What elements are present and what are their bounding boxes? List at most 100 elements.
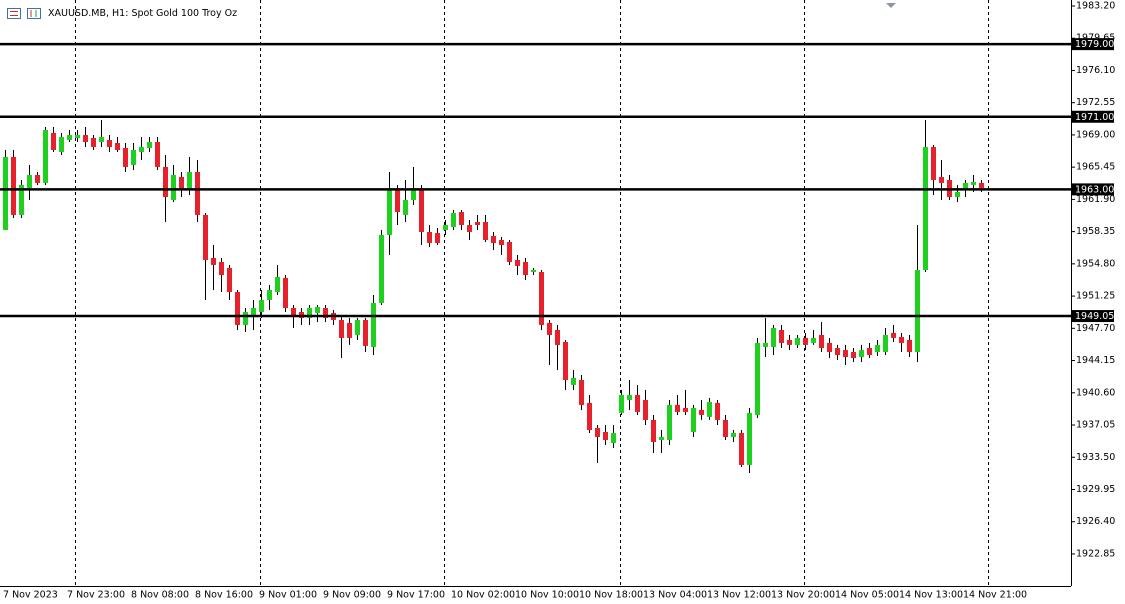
candle-body [707,401,712,417]
candle-body [131,149,136,165]
candle-body [923,146,928,271]
candle-body [203,215,208,260]
candle-body [283,278,288,308]
candle-body [315,306,320,313]
candle-body [795,337,800,345]
candle-body [483,221,488,240]
candle-body [459,212,464,225]
y-tick-label: 1983.20 [1076,0,1115,11]
candle-body [211,257,216,265]
candle-body [731,433,736,438]
candle-body [779,329,784,343]
x-tick-label: 7 Nov 2023 [3,590,58,601]
price-level-label: 1979.00 [1075,39,1114,50]
candle-body [27,174,32,188]
candle-body [451,213,456,227]
x-tick-label: 14 Nov 21:00 [963,590,1027,601]
y-tick-label: 1933.50 [1076,452,1115,463]
candle-body [51,133,56,150]
candle-body [843,350,848,358]
candle-body [67,135,72,141]
candle-body [755,342,760,415]
x-tick-label: 10 Nov 02:00 [451,590,515,601]
candle-body [307,307,312,318]
candle-body [91,138,96,147]
icon-chart [27,8,41,19]
candle-body [539,272,544,325]
candle-body [139,146,144,152]
candle-body [595,428,600,438]
candle-body [523,261,528,276]
candle-body [387,189,392,235]
y-tick-label: 1940.60 [1076,387,1115,398]
candle-body [371,302,376,348]
candle-body [971,181,976,185]
candle-body [875,344,880,353]
candle-body [963,182,968,190]
candle-body [771,327,776,348]
candle-body [443,224,448,230]
candle-body [267,290,272,300]
y-tick-label: 1944.15 [1076,355,1115,366]
candle-body [571,377,576,385]
y-tick-label: 1976.10 [1076,65,1115,76]
candle-body [83,135,88,143]
candle-body [379,234,384,303]
candle-body [787,339,792,345]
candle-body [635,394,640,412]
candle-body [899,336,904,343]
candle-body [59,137,64,152]
candle-body [323,307,328,318]
x-tick-label: 13 Nov 20:00 [771,590,835,601]
candle-body [435,232,440,243]
x-tick-label: 9 Nov 17:00 [387,590,445,601]
candle-body [659,437,664,440]
y-tick-label: 1958.35 [1076,226,1115,237]
candle-body [107,140,112,147]
candle-body [699,409,704,415]
candle-body [275,277,280,293]
candle-body [403,200,408,216]
icon-list [7,8,21,19]
candle-body [35,174,40,183]
candle-body [187,171,192,190]
y-tick-label: 1922.85 [1076,548,1115,559]
candle-body [867,348,872,356]
candle-body [3,156,8,230]
y-tick-label: 1926.40 [1076,516,1115,527]
x-tick-label: 7 Nov 23:00 [67,590,125,601]
symbol-icons [7,8,41,19]
candle-body [467,224,472,232]
candle-body [235,292,240,325]
x-tick-label: 14 Nov 13:00 [899,590,963,601]
candle-body [259,299,264,312]
price-level-label-box [1072,110,1114,123]
price-level-label-box [1072,310,1114,323]
candle-body [339,319,344,338]
candle-body [219,261,224,276]
candle-body [891,332,896,338]
candle-body [195,171,200,216]
candle-body [715,402,720,420]
candle-body [99,137,104,143]
candle-body [835,348,840,356]
candle-body [427,231,432,243]
candle-body [395,189,400,213]
candle-body [683,407,688,412]
price-level-label-box [1072,183,1114,196]
candle-body [907,339,912,353]
candle-body [611,433,616,443]
x-tick-label: 14 Nov 05:00 [835,590,899,601]
y-tick-label: 1969.00 [1076,129,1115,140]
candle-body [827,342,832,353]
candle-body [355,319,360,335]
candle-body [859,350,864,358]
candle-body [675,404,680,412]
candle-body [115,143,120,150]
x-tick-label: 13 Nov 04:00 [643,590,707,601]
candle-body [411,189,416,201]
price-level-label-box [1072,38,1114,51]
price-level-label: 1963.00 [1075,184,1114,195]
